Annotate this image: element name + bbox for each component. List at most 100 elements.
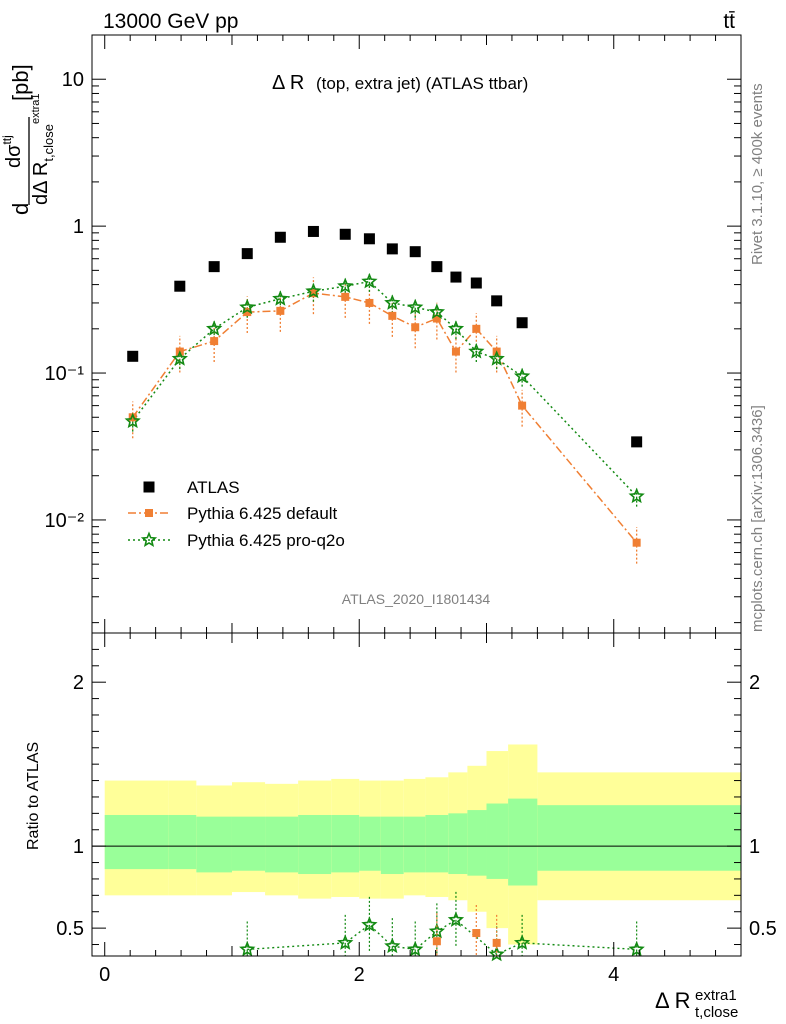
point-pythia-pro-q2o <box>239 298 256 315</box>
header-left: 13000 GeV pp <box>103 10 238 33</box>
band-green <box>508 798 538 886</box>
legend-label: Pythia 6.425 default <box>187 504 338 523</box>
band-green <box>331 814 360 873</box>
point-atlas <box>631 436 643 448</box>
band-green <box>265 816 299 873</box>
ratio-tick-layer: 0 2 4 2 2 1 1 0.5 0.5 <box>56 633 777 986</box>
header-right: tt̄ <box>723 10 735 33</box>
ratio-pythia-pro-q2o-point <box>239 940 256 957</box>
point-pythia-default <box>128 413 137 422</box>
ylabel-unit: [pb] <box>8 64 33 101</box>
point-atlas <box>516 317 528 329</box>
point-pythia-default <box>309 289 318 298</box>
point-pythia-default <box>243 308 252 317</box>
ratio-ytick-label-right: 0.5 <box>749 918 777 940</box>
point-atlas <box>409 246 421 258</box>
point-pythia-default <box>388 311 397 320</box>
rivet-label: Rivet 3.1.10, ≥ 400k events <box>749 83 766 265</box>
point-atlas <box>363 233 375 245</box>
ratio-pythia-pro-q2o-point <box>513 934 531 950</box>
ratio-data-layer <box>92 744 741 962</box>
band-green <box>467 810 487 876</box>
ratio-ytick-label-right: 2 <box>749 672 760 694</box>
point-pythia-pro-q2o <box>171 350 188 366</box>
main-panel: 10 1 10⁻¹ 10⁻² Δ R (top, extra jet) (ATLAS … <box>0 34 742 634</box>
ratio-pythia-pro-q2o-point <box>384 937 401 954</box>
band-green <box>448 813 468 875</box>
point-pythia-default <box>411 323 420 332</box>
point-atlas <box>431 261 443 273</box>
point-pythia-default <box>210 337 219 346</box>
ratio-pythia-pro-q2o-point <box>361 916 378 932</box>
main-title: Δ R (top, extra jet) (ATLAS ttbar) <box>272 72 528 94</box>
main-data-layer <box>124 225 645 564</box>
ylabel-d: d <box>8 203 33 215</box>
band-green <box>298 814 332 875</box>
ratio-pythia-pro-q2o-point <box>447 911 465 927</box>
xtick-label: 4 <box>608 964 619 986</box>
point-atlas <box>450 271 462 283</box>
point-pythia-pro-q2o <box>628 487 645 504</box>
ratio-ylabel: Ratio to ATLAS <box>25 742 42 850</box>
point-pythia-pro-q2o <box>305 282 322 299</box>
ratio-ytick-label-right: 1 <box>749 836 760 858</box>
point-atlas <box>470 277 482 289</box>
point-pythia-default <box>276 306 285 315</box>
point-pythia-default <box>341 292 350 301</box>
point-pythia-default <box>365 298 374 307</box>
point-pythia-pro-q2o <box>407 298 424 315</box>
point-pythia-pro-q2o <box>468 342 485 359</box>
legend: ATLAS Pythia 6.425 default Pythia 6.425 pr… <box>128 478 345 550</box>
point-pythia-pro-q2o <box>124 412 141 429</box>
ratio-pythia-pro-q2o-point <box>488 945 505 962</box>
point-pythia-pro-q2o <box>384 294 401 310</box>
point-pythia-default <box>518 401 527 410</box>
point-pythia-pro-q2o <box>428 303 446 320</box>
xlabel-sub: t,close <box>695 1004 738 1021</box>
ratio-ytick-label-left: 2 <box>73 672 84 694</box>
band-green <box>168 814 197 870</box>
main-title-text: Δ R <box>272 72 304 94</box>
legend-marker <box>140 531 158 547</box>
legend-label: ATLAS <box>187 478 240 497</box>
main-ytick-label: 1 <box>73 216 84 238</box>
ratio-pythia-pro-q2o-point <box>337 934 354 950</box>
xtick-label: 0 <box>99 964 110 986</box>
point-atlas <box>241 248 253 260</box>
point-pythia-default <box>451 347 460 356</box>
point-atlas <box>339 228 351 240</box>
legend-label: Pythia 6.425 pro-q2o <box>187 531 345 550</box>
band-green <box>537 805 741 871</box>
ratio-pythia-pro-q2o-point <box>407 940 424 957</box>
point-pythia-pro-q2o <box>205 320 223 336</box>
ratio-ytick-label-left: 1 <box>73 836 84 858</box>
band-green <box>231 816 266 871</box>
main-ytick-label: 10 <box>62 69 84 91</box>
point-atlas <box>174 280 186 292</box>
ylabel-dDR: dΔ Rt,closeextra1 <box>30 93 56 205</box>
ratio-panel: 0 2 4 2 2 1 1 0.5 0.5 Ratio to ATLAS <box>25 632 777 986</box>
point-pythia-pro-q2o <box>272 290 289 306</box>
band-green <box>380 816 404 875</box>
point-atlas <box>208 261 220 273</box>
main-ytick-label: 10⁻¹ <box>45 363 85 385</box>
main-ylabel: d dσttj dΔ Rt,closeextra1 [pb] <box>0 64 56 215</box>
ratio-pythia-pro-q2o-point <box>628 940 645 957</box>
band-green <box>196 816 232 873</box>
xtick-label: 2 <box>354 964 365 986</box>
point-atlas <box>127 350 139 362</box>
ratio-pythia-pro-q2o-line <box>247 919 637 956</box>
point-atlas <box>386 243 398 255</box>
main-title-sub: (top, extra jet) (ATLAS ttbar) <box>316 74 528 93</box>
point-pythia-pro-q2o <box>488 350 505 366</box>
point-atlas <box>491 295 503 307</box>
main-ytick-label: 10⁻² <box>45 510 85 532</box>
ratio-frame <box>91 632 742 957</box>
point-pythia-default <box>632 538 641 547</box>
point-pythia-pro-q2o <box>337 277 354 294</box>
ratio-pythia-default-point <box>472 929 481 938</box>
ratio-pythia-default-point <box>432 937 441 946</box>
series-line-pythia-pro-q2o <box>132 280 638 497</box>
band-green <box>359 816 381 871</box>
